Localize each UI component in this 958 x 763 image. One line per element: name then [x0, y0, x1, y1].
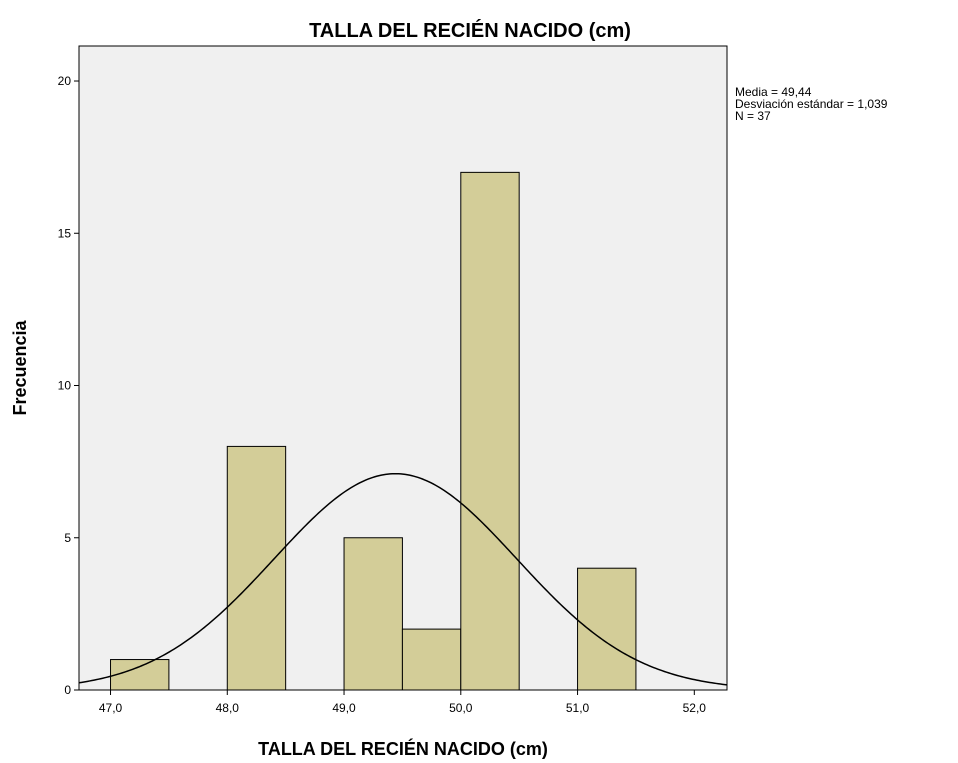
x-tick-label: 50,0 — [449, 701, 473, 715]
x-tick-label: 47,0 — [99, 701, 123, 715]
x-tick-label: 51,0 — [566, 701, 590, 715]
x-tick-label: 49,0 — [332, 701, 356, 715]
y-tick-label: 20 — [58, 74, 72, 88]
bar — [401, 628, 462, 691]
normal-curve — [78, 472, 728, 686]
stat-label: N = 37 — [735, 109, 771, 123]
y-tick-label: 10 — [58, 379, 72, 393]
y-axis-label: Frecuencia — [10, 319, 30, 415]
x-axis-label: TALLA DEL RECIÉN NACIDO (cm) — [258, 738, 548, 759]
bar — [110, 659, 170, 691]
chart-title: TALLA DEL RECIÉN NACIDO (cm) — [309, 19, 631, 42]
y-tick-label: 5 — [64, 531, 71, 545]
bar — [226, 445, 287, 691]
x-tick-label: 48,0 — [216, 701, 240, 715]
bar — [577, 567, 637, 691]
y-tick-label: 0 — [64, 683, 71, 697]
x-tick-label: 52,0 — [683, 701, 707, 715]
stat-label: Desviación estándar = 1,039 — [735, 97, 888, 111]
y-tick-label: 15 — [58, 226, 72, 240]
stat-label: Media = 49,44 — [735, 85, 812, 99]
bar — [343, 537, 403, 691]
bar — [460, 171, 520, 691]
